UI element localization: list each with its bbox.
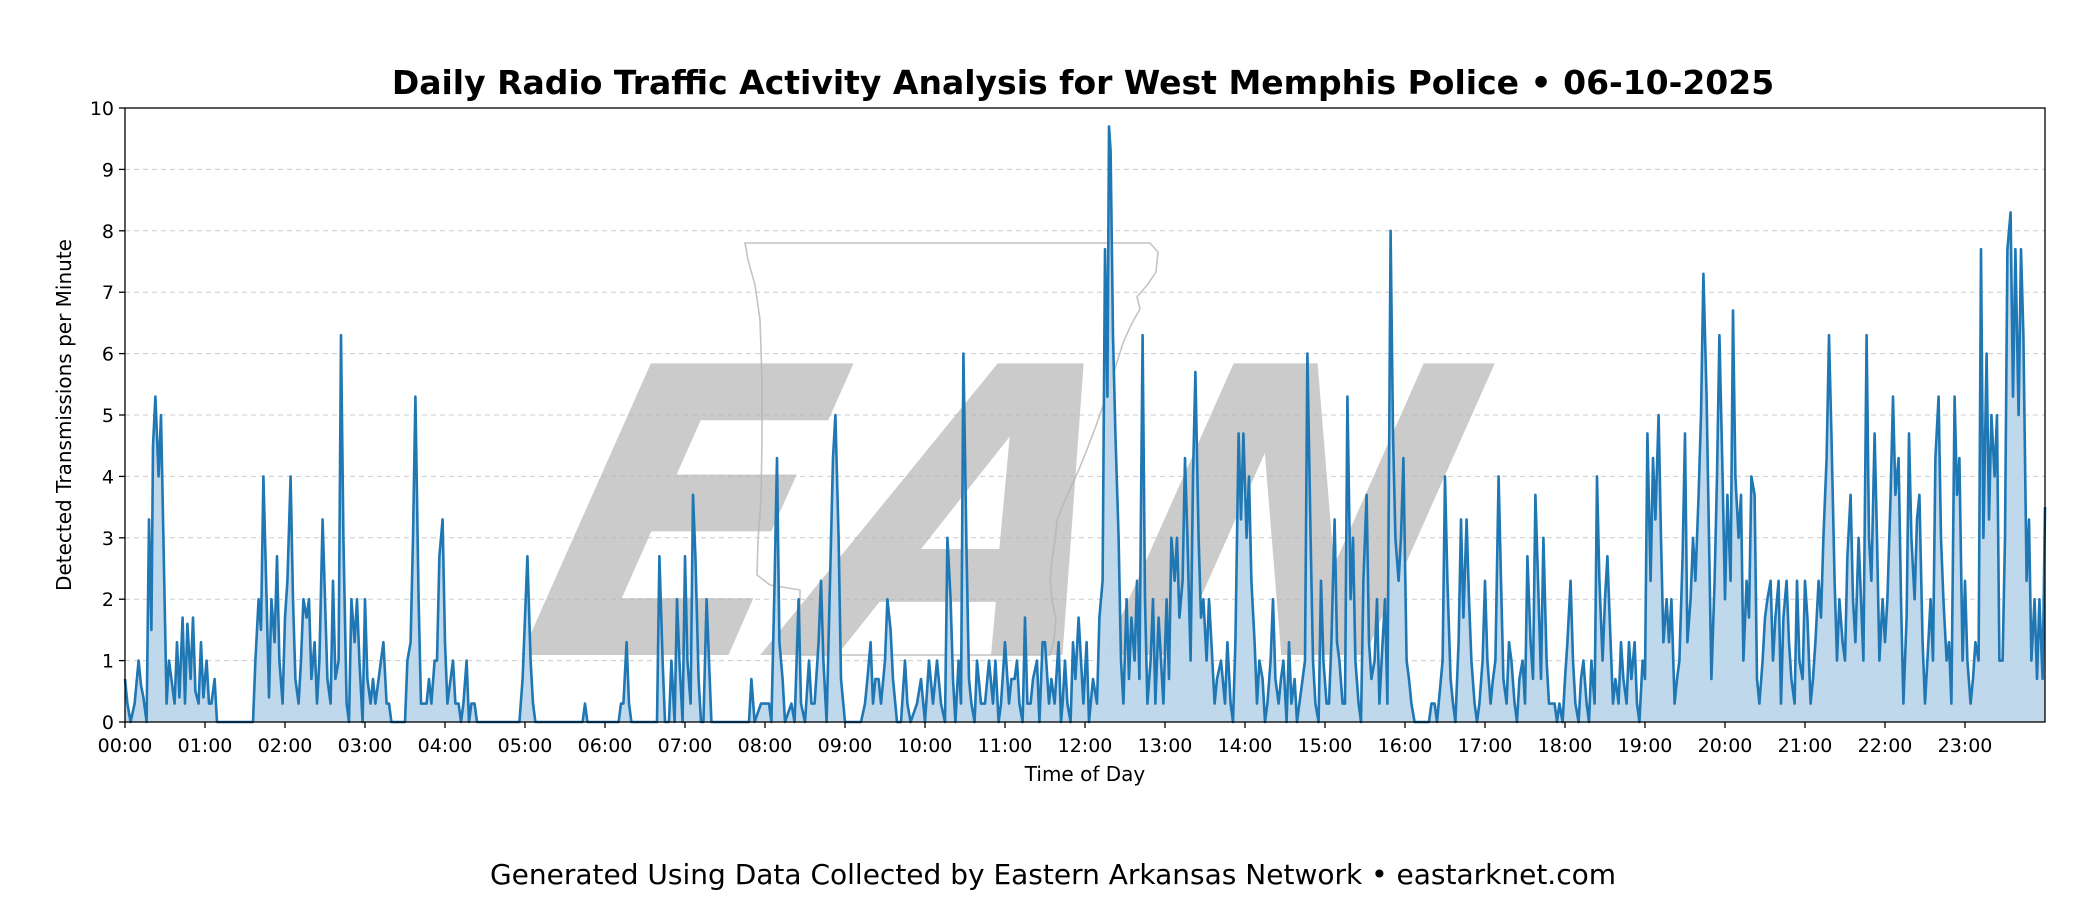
x-tick-label: 16:00 (1378, 735, 1433, 757)
x-tick-label: 23:00 (1938, 735, 1993, 757)
x-tick-label: 02:00 (258, 735, 313, 757)
x-tick-label: 17:00 (1458, 735, 1513, 757)
y-axis-label: Detected Transmissions per Minute (52, 239, 76, 591)
y-tick-label: 6 (102, 344, 114, 366)
chart-title: Daily Radio Traffic Activity Analysis fo… (392, 63, 1774, 102)
x-tick-label: 12:00 (1058, 735, 1113, 757)
x-tick-label: 01:00 (178, 735, 233, 757)
x-tick-label: 13:00 (1138, 735, 1193, 757)
x-axis: 00:00 01:00 02:00 03:00 04:00 05:00 06:00 07:00… (98, 722, 1993, 757)
x-tick-label: 05:00 (498, 735, 553, 757)
x-tick-label: 22:00 (1858, 735, 1913, 757)
x-tick-label: 21:00 (1778, 735, 1833, 757)
x-tick-label: 04:00 (418, 735, 473, 757)
y-tick-label: 2 (102, 589, 114, 611)
y-tick-label: 0 (102, 712, 114, 734)
y-tick-label: 3 (102, 528, 114, 550)
footer-credit: Generated Using Data Collected by Easter… (490, 858, 1616, 891)
x-tick-label: 00:00 (98, 735, 153, 757)
y-tick-label: 8 (102, 221, 114, 243)
y-tick-label: 7 (102, 282, 114, 304)
x-tick-label: 08:00 (738, 735, 793, 757)
y-tick-label: 1 (102, 651, 114, 673)
x-tick-label: 09:00 (818, 735, 873, 757)
x-tick-label: 03:00 (338, 735, 393, 757)
y-axis: 0 1 2 3 4 5 6 7 8 9 10 (90, 98, 125, 734)
activity-line (123, 125, 2047, 724)
x-tick-label: 19:00 (1618, 735, 1673, 757)
y-tick-label: 10 (90, 98, 114, 120)
x-tick-label: 14:00 (1218, 735, 1273, 757)
x-tick-label: 15:00 (1298, 735, 1353, 757)
x-tick-label: 10:00 (898, 735, 953, 757)
y-tick-label: 5 (102, 405, 114, 427)
x-tick-label: 11:00 (978, 735, 1033, 757)
y-tick-label: 4 (102, 466, 114, 488)
x-tick-label: 20:00 (1698, 735, 1753, 757)
x-tick-label: 07:00 (658, 735, 713, 757)
activity-area (125, 126, 2045, 722)
x-tick-label: 18:00 (1538, 735, 1593, 757)
x-axis-label: Time of Day (1024, 762, 1146, 786)
arkansas-outline (744, 242, 1159, 656)
x-tick-label: 06:00 (578, 735, 633, 757)
y-tick-label: 9 (102, 159, 114, 181)
